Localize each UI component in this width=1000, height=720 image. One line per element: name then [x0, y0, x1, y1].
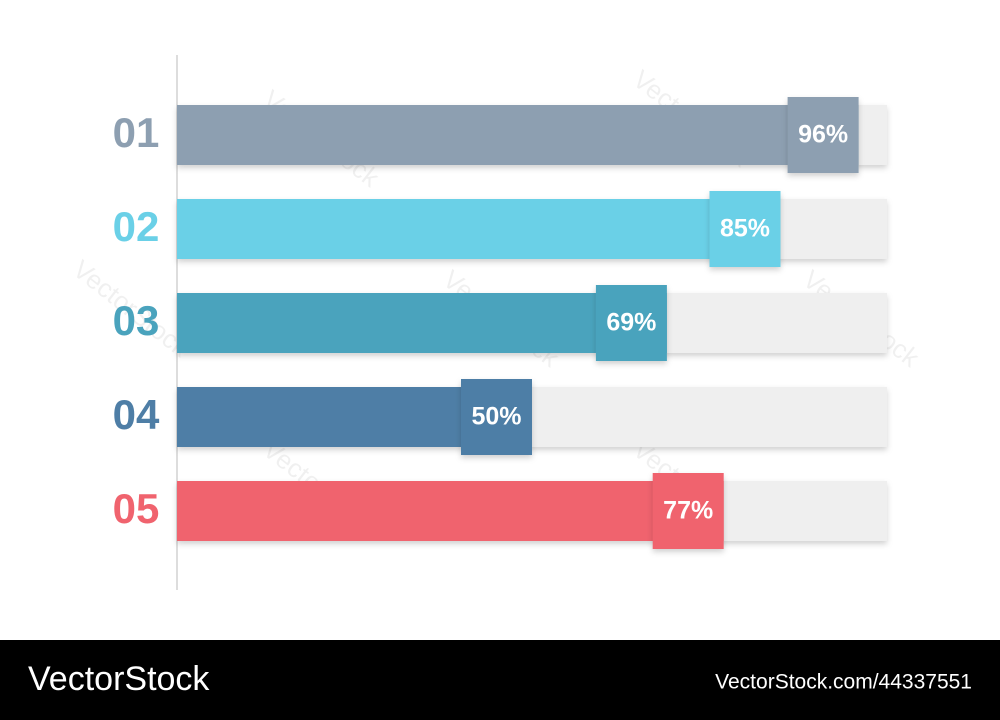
value-box: [652, 473, 724, 549]
value-label: 96%: [798, 121, 848, 149]
value-box: [595, 285, 667, 361]
plot: 96% 01 85% 02 69% 03 50% 04 77% 05: [113, 97, 887, 549]
value-box: [787, 97, 859, 173]
bar: [177, 481, 724, 541]
value-label: 77%: [663, 497, 713, 525]
category-label: 01: [113, 109, 160, 156]
category-label: 05: [113, 485, 160, 532]
value-label: 85%: [720, 215, 770, 243]
category-label: 04: [113, 391, 160, 438]
bar: [177, 199, 781, 259]
footer-brand: VectorStock: [28, 660, 210, 698]
value-box: [709, 191, 781, 267]
footer-band: [0, 640, 1000, 720]
category-label: 03: [113, 297, 160, 344]
value-label: 69%: [606, 309, 656, 337]
value-box: [461, 379, 532, 455]
value-label: 50%: [471, 403, 521, 431]
bar: [177, 293, 667, 353]
category-label: 02: [113, 203, 160, 250]
bar: [177, 105, 859, 165]
footer-id: VectorStock.com/44337551: [715, 671, 972, 694]
